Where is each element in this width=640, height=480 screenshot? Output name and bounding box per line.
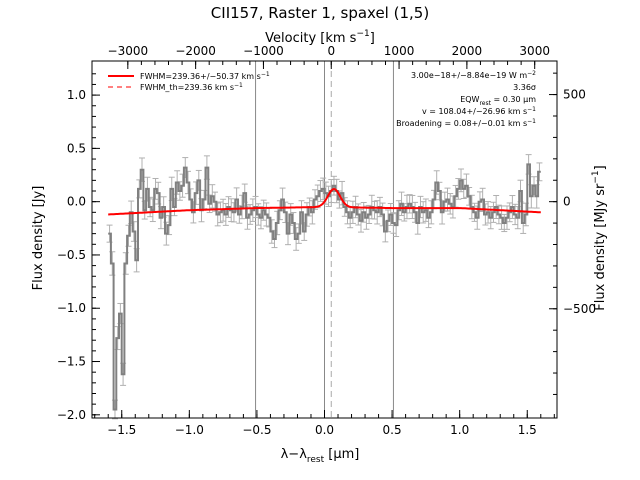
x-tick-label-6: 1.5 [518,423,537,437]
y-tick-label-5: −1.5 [57,355,86,369]
annotation-eqw-b: = 0.30 μm [491,95,536,104]
annotation-eqw-a: EQW [460,95,479,104]
x-tick-label-3: 0.0 [315,423,334,437]
annotation-velocity-text: v = 108.04+/−26.96 km s [422,107,527,116]
annotations: 3.00e−18+/−8.84e−19 W m−2 3.36σ EQWrest … [396,70,536,128]
top-axis-label-end: ] [370,31,375,46]
chart-title: CII157, Raster 1, spaxel (1,5) [211,4,429,22]
x-axis-label-main: λ−λ [281,447,308,462]
x-tick-label-2: −0.5 [242,423,271,437]
right-axis-label-sup: −1 [591,170,601,183]
top-tick-label-3: 0 [327,44,335,58]
legend-sup-fwhm-th: −1 [234,82,243,89]
x-tick-label-5: 1.0 [450,423,469,437]
top-tick-label-5: 2000 [452,44,483,58]
right-axis-label: Flux density [MJy sr−1] [591,165,608,310]
x-axis-label-sub: rest [307,455,325,465]
y-tick-label-1: 0.5 [67,141,86,155]
legend-text-fwhm: FWHM=239.36+/−50.37 km s [140,72,261,81]
annotation-velocity: v = 108.04+/−26.96 km s−1 [422,106,536,116]
x-tick-label-4: 0.5 [383,423,402,437]
annotation-broadening: Broadening = 0.08+/−0.01 km s−1 [396,118,536,128]
top-tick-label-6: 3000 [519,44,550,58]
annotation-eqw: EQWrest = 0.30 μm [460,95,536,107]
top-axis-label-main: Velocity [km s [265,31,357,46]
annotation-eqw-sub: rest [479,100,491,107]
right-axis-label-end: ] [593,165,608,170]
annotation-broadening-sup: −1 [527,118,536,125]
legend: FWHM=239.36+/−50.37 km s−1 FWHM_th=239.3… [108,71,270,92]
legend-sup-fwhm: −1 [261,71,270,78]
fit-series [108,187,541,216]
top-tick-label-2: −1000 [243,44,284,58]
legend-text-fwhm-th: FWHM_th=239.36 km s [140,83,234,92]
spectrum-series [108,163,541,411]
legend-label-fwhm-th: FWHM_th=239.36 km s−1 [140,82,243,92]
top-axis-label: Velocity [km s−1] [265,29,375,46]
top-tick-label-4: 1000 [384,44,415,58]
y-tick-label-2: 0.0 [67,195,86,209]
x-axis-label-unit: [μm] [324,447,359,462]
fit-line [108,187,541,216]
right-axis-label-main: Flux density [MJy sr [593,183,608,311]
legend-label-fwhm: FWHM=239.36+/−50.37 km s−1 [140,71,270,81]
right-tick-label-2: −500 [563,302,596,316]
x-tick-label-0: −1.5 [107,423,136,437]
x-axis-label: λ−λrest [μm] [281,447,360,465]
y-tick-label-3: −0.5 [57,248,86,262]
axes: −1.5 −1.0 −0.5 0.0 0.5 1.0 1.5 −3000 −2000 −1000 0… [57,44,596,437]
y-tick-label-0: 1.0 [67,88,86,102]
annotation-velocity-sup: −1 [527,106,536,113]
reference-lines [255,61,394,418]
top-tick-label-0: −3000 [108,44,149,58]
y-tick-label-6: −2.0 [57,408,86,422]
top-tick-label-1: −2000 [175,44,216,58]
spectrum-line [108,163,541,411]
y-axis-label: Flux density [Jy] [31,186,46,291]
annotation-flux: 3.00e−18+/−8.84e−19 W m−2 [411,70,536,80]
y-tick-label-4: −1.0 [57,301,86,315]
x-tick-label-1: −1.0 [175,423,204,437]
right-tick-label-1: 0 [563,195,571,209]
right-tick-label-0: 500 [563,88,586,102]
annotation-flux-sup: −2 [527,70,536,77]
annotation-sigma: 3.36σ [513,83,536,92]
annotation-broadening-text: Broadening = 0.08+/−0.01 km s [396,119,527,128]
top-axis-label-sup: −1 [356,29,369,39]
annotation-flux-text: 3.00e−18+/−8.84e−19 W m [411,71,527,80]
